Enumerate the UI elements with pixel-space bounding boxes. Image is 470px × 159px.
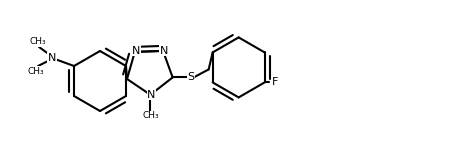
Text: N: N bbox=[48, 53, 56, 63]
Text: N: N bbox=[132, 46, 140, 56]
Text: N: N bbox=[147, 90, 156, 100]
Text: CH₃: CH₃ bbox=[142, 111, 159, 120]
Text: N: N bbox=[160, 46, 168, 56]
Text: F: F bbox=[272, 77, 278, 87]
Text: S: S bbox=[187, 72, 194, 82]
Text: CH₃: CH₃ bbox=[30, 38, 47, 46]
Text: CH₃: CH₃ bbox=[28, 66, 44, 76]
